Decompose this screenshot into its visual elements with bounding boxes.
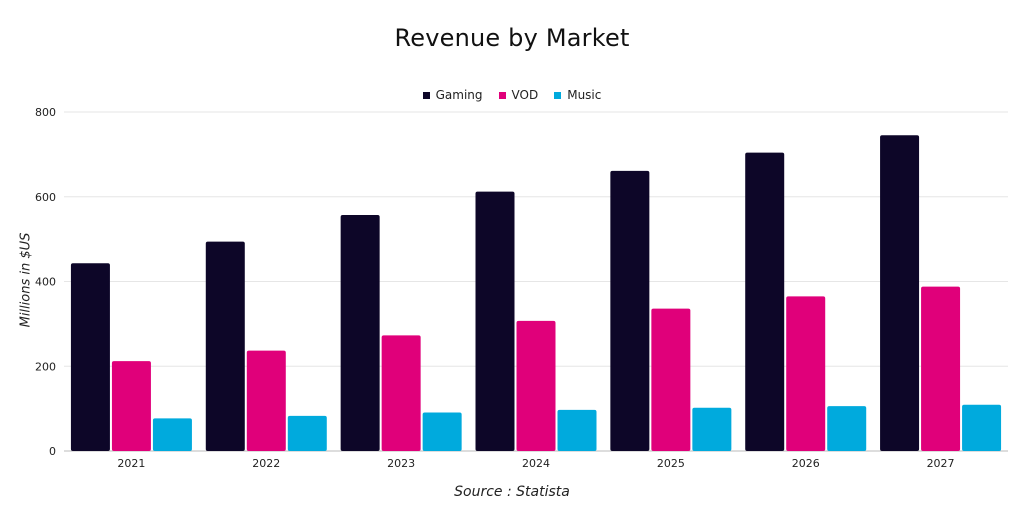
chart-title: Revenue by Market — [394, 24, 630, 52]
x-tick-label: 2022 — [252, 457, 280, 470]
bar-music-2024 — [557, 409, 597, 451]
x-tick-labels: 2021 2022 2023 2024 2025 2026 2027 — [117, 457, 954, 470]
bar-music-2023 — [422, 412, 462, 451]
bar-vod-2023 — [381, 335, 421, 451]
x-tick-label: 2023 — [387, 457, 415, 470]
legend-label-music: Music — [567, 88, 602, 102]
x-tick-label: 2026 — [792, 457, 820, 470]
legend-label-gaming: Gaming — [435, 88, 483, 102]
bar-gaming-2027 — [880, 135, 920, 451]
x-tick-label: 2027 — [927, 457, 955, 470]
bar-music-2026 — [827, 406, 867, 451]
legend-item-music: Music — [554, 88, 601, 102]
y-tick-labels: 0 200 400 600 800 — [35, 106, 56, 458]
bar-music-2021 — [152, 418, 192, 451]
bar-music-2027 — [962, 404, 1002, 451]
legend-item-gaming: Gaming — [422, 88, 483, 102]
legend-item-vod: VOD — [498, 88, 539, 102]
legend-swatch-gaming — [422, 91, 430, 99]
bar-gaming-2023 — [340, 214, 380, 451]
y-tick-label: 400 — [35, 276, 56, 289]
x-tick-label: 2024 — [522, 457, 550, 470]
bar-gaming-2026 — [745, 152, 785, 451]
bar-gaming-2025 — [610, 170, 650, 451]
bar-music-2025 — [692, 407, 732, 451]
source-note: Source : Statista — [454, 484, 570, 500]
bar-vod-2027 — [921, 286, 961, 451]
y-tick-label: 600 — [35, 191, 56, 204]
legend-swatch-vod — [498, 91, 506, 99]
bar-vod-2026 — [786, 296, 826, 451]
bar-vod-2024 — [516, 320, 556, 451]
bar-gaming-2024 — [475, 191, 515, 452]
y-tick-label: 200 — [35, 360, 56, 373]
legend-label-vod: VOD — [511, 88, 539, 102]
legend: Gaming VOD Music — [0, 88, 1024, 102]
bar-gaming-2021 — [70, 263, 110, 451]
y-tick-label: 800 — [35, 106, 56, 119]
legend-swatch-music — [554, 91, 562, 99]
x-tick-label: 2021 — [117, 457, 145, 470]
x-tick-label: 2025 — [657, 457, 685, 470]
y-tick-label: 0 — [49, 445, 56, 458]
bar-vod-2025 — [651, 308, 691, 451]
bars — [70, 135, 1002, 452]
bar-vod-2021 — [111, 361, 151, 451]
bar-music-2022 — [287, 415, 327, 451]
bar-vod-2022 — [246, 350, 286, 451]
bar-gaming-2022 — [205, 241, 245, 451]
